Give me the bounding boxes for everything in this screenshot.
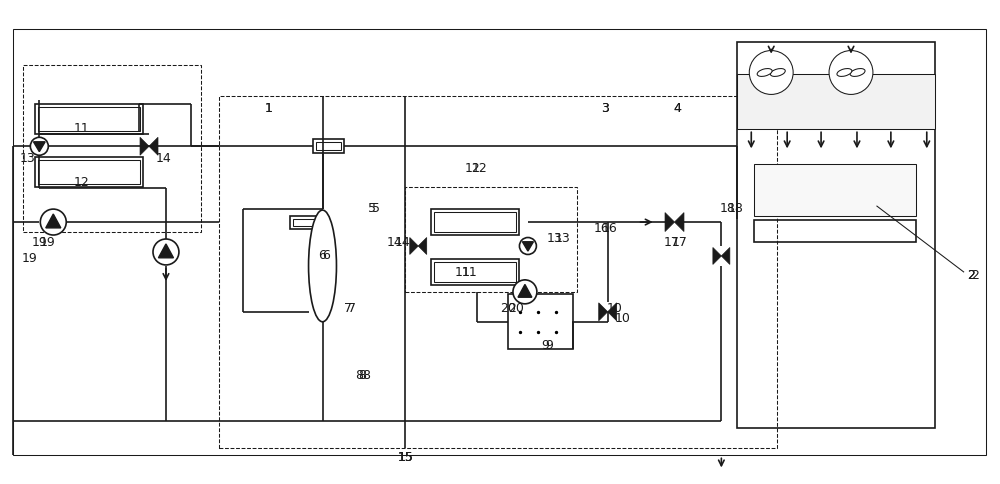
Polygon shape (46, 214, 61, 228)
Text: 12: 12 (464, 162, 480, 175)
Text: 16: 16 (594, 222, 610, 235)
Polygon shape (522, 242, 533, 251)
Bar (23, 64, 201, 232)
Text: 9: 9 (541, 339, 549, 352)
Text: 14: 14 (387, 236, 402, 249)
Polygon shape (158, 244, 173, 258)
Polygon shape (410, 238, 418, 255)
Text: 15: 15 (397, 452, 413, 464)
Text: 3: 3 (601, 103, 609, 115)
Bar (737, 42, 935, 428)
Text: 8: 8 (358, 369, 366, 381)
Text: 14: 14 (394, 236, 410, 249)
Text: 7: 7 (348, 302, 356, 315)
Bar (219, 96, 777, 448)
Text: 4: 4 (674, 103, 681, 115)
Bar (737, 75, 935, 129)
Text: 4: 4 (674, 103, 681, 115)
Text: 12: 12 (472, 162, 488, 175)
Bar (35, 157, 143, 187)
Bar (35, 105, 143, 134)
Circle shape (513, 280, 537, 304)
Ellipse shape (770, 69, 785, 76)
Text: 15: 15 (397, 452, 413, 464)
Ellipse shape (850, 69, 865, 76)
Circle shape (30, 137, 48, 155)
Text: 11: 11 (462, 266, 478, 279)
Bar (38, 160, 140, 184)
Bar (508, 294, 573, 348)
Text: 11: 11 (454, 266, 470, 279)
Bar (431, 259, 519, 285)
Text: 10: 10 (615, 312, 631, 325)
Text: 7: 7 (344, 302, 352, 315)
Text: 17: 17 (664, 236, 679, 249)
Polygon shape (721, 247, 730, 264)
Circle shape (519, 238, 536, 255)
Text: 10: 10 (607, 302, 623, 315)
Bar (313, 139, 344, 153)
Bar (431, 209, 519, 235)
Text: 19: 19 (31, 236, 47, 249)
Ellipse shape (837, 69, 852, 76)
Text: 6: 6 (323, 249, 330, 262)
Text: 14: 14 (156, 152, 172, 165)
Polygon shape (713, 247, 721, 264)
Bar (13, 29, 986, 455)
Text: 2: 2 (967, 269, 975, 282)
Text: 8: 8 (355, 369, 363, 381)
Circle shape (749, 50, 793, 94)
Bar (434, 212, 516, 232)
Polygon shape (33, 142, 45, 151)
Bar (293, 219, 319, 226)
Text: 20: 20 (508, 302, 524, 315)
Polygon shape (599, 303, 608, 321)
Bar (290, 215, 322, 228)
Text: 20: 20 (500, 302, 516, 315)
Text: 9: 9 (545, 339, 553, 352)
Bar (754, 164, 916, 216)
Polygon shape (518, 285, 532, 297)
Bar (754, 220, 916, 242)
Text: 2: 2 (971, 269, 979, 282)
Polygon shape (665, 212, 674, 231)
Text: 1: 1 (265, 103, 273, 115)
Text: 8: 8 (362, 369, 370, 381)
Polygon shape (608, 303, 617, 321)
Text: 6: 6 (319, 249, 326, 262)
Polygon shape (140, 137, 149, 155)
Polygon shape (674, 212, 684, 231)
Text: 19: 19 (39, 236, 55, 249)
Ellipse shape (309, 210, 336, 322)
Bar (405, 187, 577, 292)
Text: 17: 17 (672, 236, 687, 249)
Text: 3: 3 (601, 103, 609, 115)
Text: 15: 15 (397, 452, 413, 464)
Polygon shape (149, 137, 158, 155)
Circle shape (40, 209, 66, 235)
Circle shape (829, 50, 873, 94)
Bar (434, 262, 516, 282)
Text: 5: 5 (372, 202, 380, 215)
Text: 12: 12 (73, 176, 89, 189)
Text: 1: 1 (265, 103, 273, 115)
Bar (38, 107, 140, 131)
Ellipse shape (757, 69, 772, 76)
Text: 18: 18 (727, 202, 743, 215)
Text: 11: 11 (73, 122, 89, 136)
Text: 2: 2 (967, 269, 975, 282)
Circle shape (153, 239, 179, 265)
Text: 13: 13 (19, 152, 35, 165)
Bar (316, 142, 341, 150)
Text: 13: 13 (547, 232, 563, 245)
Text: 18: 18 (719, 202, 735, 215)
Text: 13: 13 (555, 232, 571, 245)
Text: 5: 5 (368, 202, 376, 215)
Text: 16: 16 (602, 222, 617, 235)
Text: 19: 19 (21, 252, 37, 265)
Polygon shape (418, 238, 427, 255)
